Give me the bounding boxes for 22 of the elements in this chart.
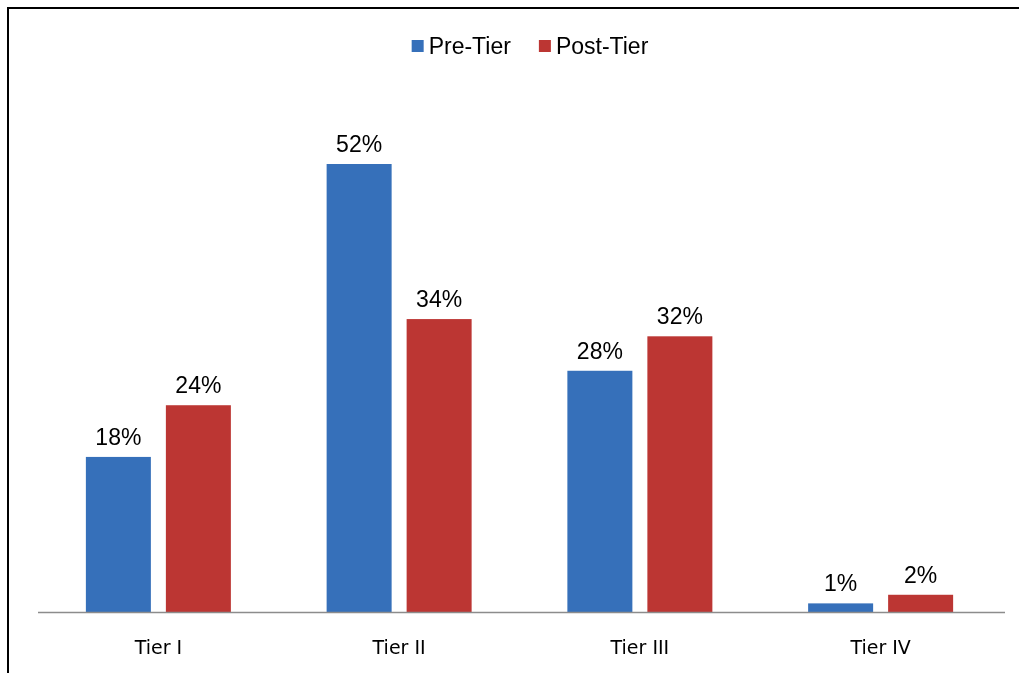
x-tick-label: Tier II xyxy=(371,636,426,658)
x-tick-label: Tier III xyxy=(609,636,670,658)
data-label: 24% xyxy=(175,372,222,399)
bar xyxy=(647,336,713,612)
legend-label: Pre-Tier xyxy=(428,33,512,59)
data-label: 52% xyxy=(336,131,383,157)
bar xyxy=(326,164,392,612)
legend-label: Post-Tier xyxy=(555,33,649,59)
x-tick-label: Tier IV xyxy=(849,636,911,658)
data-label: 18% xyxy=(95,423,142,450)
x-tick-label: Tier I xyxy=(133,636,183,658)
data-label: 28% xyxy=(576,337,623,364)
bar xyxy=(406,319,472,612)
bar xyxy=(567,370,633,612)
bar xyxy=(808,603,874,612)
data-label: 2% xyxy=(904,561,938,588)
bar xyxy=(165,405,231,612)
bar xyxy=(85,456,151,612)
data-label: 32% xyxy=(656,303,703,330)
data-label: 1% xyxy=(824,570,858,597)
bar xyxy=(888,594,954,612)
data-label: 34% xyxy=(416,286,463,313)
